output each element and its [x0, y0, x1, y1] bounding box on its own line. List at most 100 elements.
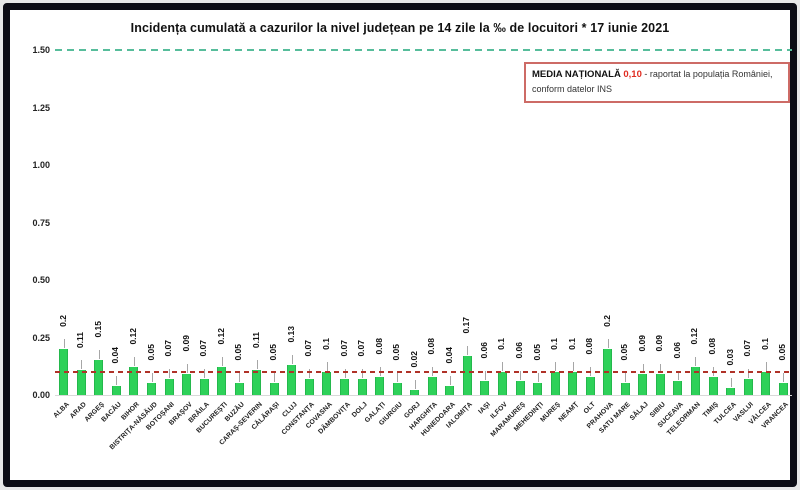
value-leader-line: [63, 339, 65, 348]
bar: [655, 374, 665, 395]
y-axis-tick-label: 0.00: [32, 390, 50, 400]
legend-average-value: 0,10: [623, 69, 642, 80]
value-leader-line: [484, 371, 486, 380]
bar-value-label: 0.09: [636, 335, 647, 352]
bar-value-label: 0.05: [777, 344, 788, 361]
bar: [269, 383, 279, 395]
value-leader-line: [221, 357, 223, 366]
y-axis-tick-label: 0.75: [32, 217, 50, 228]
bar: [638, 374, 648, 395]
bar: [357, 379, 367, 395]
value-leader-line: [537, 373, 539, 382]
bar: [94, 360, 104, 395]
bar: [164, 379, 174, 395]
bar: [673, 381, 683, 395]
bar: [497, 372, 507, 395]
bar-value-label: 0.08: [426, 338, 437, 355]
bar: [182, 374, 192, 395]
bar: [217, 367, 227, 395]
bar-value-label: 0.11: [250, 331, 261, 348]
bar: [410, 390, 420, 395]
bar: [462, 356, 472, 395]
value-leader-line: [98, 350, 100, 359]
value-leader-line: [555, 362, 557, 371]
bar-value-label: 0.17: [461, 317, 472, 334]
bar-value-label: 0.07: [303, 340, 314, 357]
bar: [322, 372, 332, 395]
top-reference-line: [55, 49, 792, 51]
value-leader-line: [625, 373, 627, 382]
bar-value-label: 0.04: [443, 347, 454, 364]
bar: [427, 377, 437, 395]
y-axis-tick-label: 1.25: [32, 102, 50, 113]
bar: [568, 372, 578, 395]
legend-label: MEDIA NAȚIONALĂ: [532, 69, 621, 80]
value-leader-line: [502, 362, 504, 371]
value-leader-line: [239, 373, 241, 382]
bar-value-label: 0.04: [110, 347, 121, 364]
bar-value-label: 0.08: [373, 338, 384, 355]
value-leader-line: [116, 376, 118, 385]
value-leader-line: [291, 355, 293, 364]
bar-value-label: 0.07: [198, 340, 209, 357]
bar: [445, 386, 455, 395]
value-leader-line: [151, 373, 153, 382]
bar-value-label: 0.05: [531, 344, 542, 361]
bar-value-label: 0.03: [724, 349, 735, 366]
bar: [76, 370, 86, 395]
bar: [375, 377, 385, 395]
bar: [778, 383, 788, 395]
value-leader-line: [572, 362, 574, 371]
value-leader-line: [256, 360, 258, 369]
value-leader-line: [677, 371, 679, 380]
value-leader-line: [467, 346, 469, 355]
value-leader-line: [748, 369, 750, 378]
value-leader-line: [414, 380, 416, 389]
bar-value-label: 0.2: [601, 315, 612, 327]
national-average-line: [55, 371, 792, 373]
y-axis-tick-label: 0.25: [32, 332, 50, 343]
value-leader-line: [607, 339, 609, 348]
bar-value-label: 0.07: [163, 340, 174, 357]
bar: [392, 383, 402, 395]
bar-value-label: 0.09: [654, 335, 665, 352]
value-leader-line: [169, 369, 171, 378]
value-leader-line: [642, 364, 644, 373]
bar-value-label: 0.05: [619, 344, 630, 361]
bar-value-label: 0.05: [391, 344, 402, 361]
bar-value-label: 0.11: [75, 331, 86, 348]
value-leader-line: [449, 376, 451, 385]
bar-value-label: 0.08: [584, 338, 595, 355]
bar: [252, 370, 262, 395]
bar-value-label: 0.05: [268, 344, 279, 361]
bar: [111, 386, 121, 395]
bar-value-label: 0.1: [549, 338, 560, 350]
x-axis-baseline: [55, 395, 792, 396]
bar-value-label: 0.08: [707, 338, 718, 355]
value-leader-line: [81, 360, 83, 369]
bar: [585, 377, 595, 395]
bar-value-label: 0.12: [215, 328, 226, 345]
bar-value-label: 0.06: [478, 342, 489, 359]
value-leader-line: [326, 362, 328, 371]
chart-title: Incidența cumulată a cazurilor la nivel …: [130, 21, 670, 35]
bar-value-label: 0.1: [496, 338, 507, 350]
bar: [234, 383, 244, 395]
bar-value-label: 0.05: [145, 344, 156, 361]
chart-frame: Incidența cumulată a cazurilor la nivel …: [3, 3, 797, 487]
bar: [620, 383, 630, 395]
bar-value-label: 0.06: [671, 342, 682, 359]
y-axis-tick-label: 1.00: [32, 160, 50, 170]
bar-value-label: 0.1: [320, 338, 331, 350]
bar: [761, 372, 771, 395]
value-leader-line: [730, 378, 732, 387]
bar-value-label: 0.2: [57, 315, 68, 327]
value-leader-line: [204, 369, 206, 378]
bar-value-label: 0.07: [338, 340, 349, 357]
y-axis-tick-label: 0.50: [32, 275, 50, 285]
bar-value-label: 0.1: [566, 338, 577, 350]
bar-value-label: 0.09: [180, 335, 191, 352]
bar-value-label: 0.13: [285, 326, 296, 343]
bar-value-label: 0.12: [127, 328, 138, 345]
